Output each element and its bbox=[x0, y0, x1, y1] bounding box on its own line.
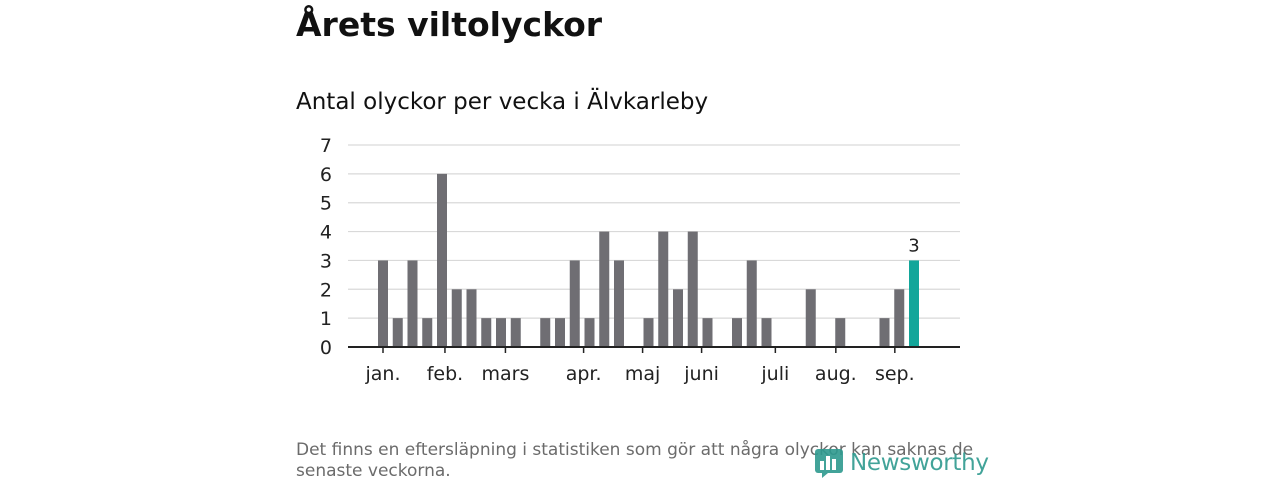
x-tick-label-2: mars bbox=[481, 363, 529, 385]
x-tick-label-4: maj bbox=[625, 363, 660, 385]
data-label-latest-week: 3 bbox=[908, 235, 919, 256]
bar-week-22 bbox=[687, 231, 698, 347]
bar-week-21 bbox=[673, 289, 683, 347]
bar-week-15 bbox=[584, 318, 595, 347]
bar-week-8 bbox=[481, 318, 492, 347]
bar-week-14 bbox=[569, 260, 580, 347]
newsworthy-logo-icon bbox=[815, 449, 843, 478]
bar-week-1 bbox=[378, 260, 388, 347]
bar-week-35 bbox=[879, 318, 890, 347]
bar-week-7 bbox=[466, 289, 477, 347]
x-tick-label-8: sep. bbox=[875, 363, 915, 385]
bar-week-2 bbox=[392, 318, 403, 347]
bar-week-9 bbox=[496, 318, 506, 347]
bar-week-27 bbox=[761, 318, 772, 347]
x-tick-label-5: juni bbox=[683, 363, 719, 385]
y-tick-label-5: 5 bbox=[320, 193, 332, 215]
y-tick-label-2: 2 bbox=[320, 279, 332, 301]
footnote: Det finns en eftersläpning i statistiken… bbox=[296, 440, 974, 481]
y-tick-label-3: 3 bbox=[320, 250, 332, 272]
bar-week-32 bbox=[835, 318, 846, 347]
bar-week-5 bbox=[437, 173, 447, 347]
x-tick-label-3: apr. bbox=[566, 363, 602, 385]
y-tick-label-6: 6 bbox=[320, 164, 332, 186]
y-tick-label-7: 7 bbox=[320, 135, 332, 157]
bar-week-36 bbox=[894, 289, 905, 347]
bar-week-13 bbox=[555, 318, 565, 347]
x-tick-label-0: jan. bbox=[364, 363, 400, 385]
bar-week-3 bbox=[407, 260, 418, 347]
newsworthy-logo: Newsworthy bbox=[814, 446, 989, 480]
y-tick-label-4: 4 bbox=[320, 222, 332, 244]
bar-week-6 bbox=[451, 289, 462, 347]
bar-week-12 bbox=[540, 318, 551, 347]
chart-subtitle: Antal olyckor per vecka i Älvkarleby bbox=[296, 89, 709, 115]
bar-week-4 bbox=[422, 318, 433, 347]
bar-week-19 bbox=[643, 318, 654, 347]
y-tick-label-1: 1 bbox=[320, 308, 332, 330]
bar-week-37 bbox=[909, 260, 919, 347]
bar-week-17 bbox=[614, 260, 624, 347]
bar-week-26 bbox=[746, 260, 757, 347]
x-tick-label-1: feb. bbox=[427, 363, 463, 385]
chart-title: Årets viltolyckor bbox=[296, 5, 603, 44]
bar-chart: 0 1 2 3 4 5 6 7 3 jan. feb. mars apr. maj juni juli aug.… bbox=[320, 135, 960, 385]
bar-week-25 bbox=[732, 318, 742, 347]
bar-week-30 bbox=[805, 289, 816, 347]
bar-week-16 bbox=[599, 231, 610, 347]
y-tick-label-0: 0 bbox=[320, 337, 332, 359]
x-tick-label-7: aug. bbox=[815, 363, 857, 385]
x-tick-label-6: juli bbox=[760, 363, 789, 385]
newsworthy-logo-text: Newsworthy bbox=[850, 450, 989, 476]
bar-week-23 bbox=[702, 318, 713, 347]
bar-week-20 bbox=[658, 231, 669, 347]
bar-week-10 bbox=[510, 318, 521, 347]
